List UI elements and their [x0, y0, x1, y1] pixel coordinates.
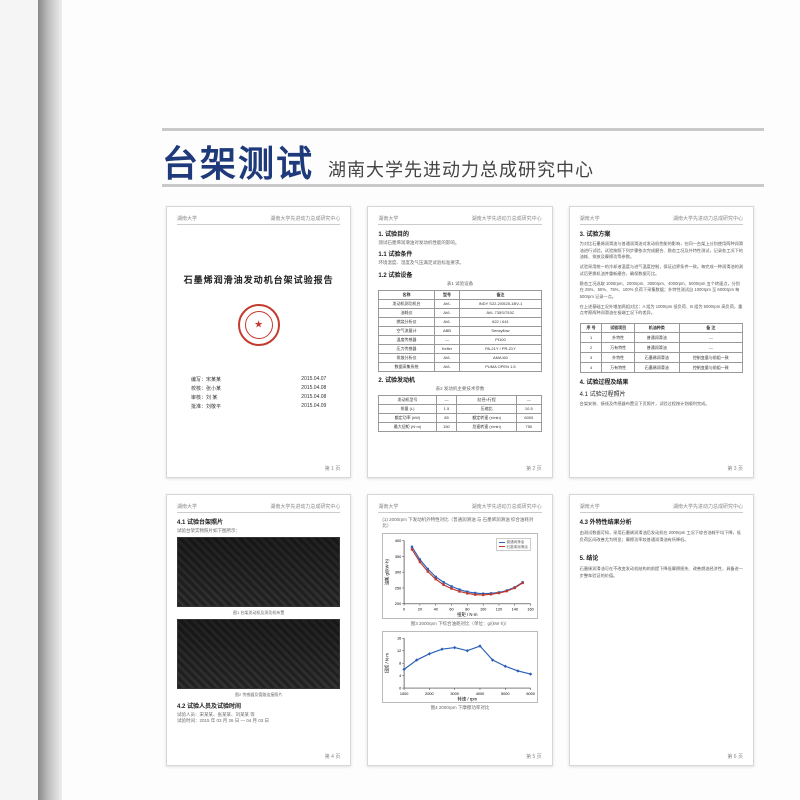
svg-text:100: 100: [480, 607, 486, 611]
binding-spine: [38, 0, 62, 800]
seal-stamp-icon: ★: [238, 304, 280, 346]
friction-power-chart: 0 4 8 12 16 1000 2000 3000 4000 5000 6000 转速 / rpm 扭…: [382, 631, 537, 703]
section-heading: 3. 试验方案: [580, 229, 743, 238]
report-page-5: 湖南大学湖南大学先进动力总成研究中心 (1) 2000rpm 下发动机外特性对比…: [367, 494, 552, 766]
svg-text:0: 0: [403, 607, 405, 611]
svg-text:1000: 1000: [400, 692, 409, 696]
section-heading: 4.3 外特性结果分析: [580, 517, 743, 526]
svg-text:扭矩 / N·m: 扭矩 / N·m: [384, 653, 391, 674]
fuel-consumption-chart: 普通润滑油 石墨烯润滑油 200 250 300 350 400 0 20 40 60 80 100…: [382, 533, 537, 619]
page-number: 第 2 页: [526, 465, 542, 472]
paragraph: 测试石墨烯润滑油对发动机性能的影响。: [378, 240, 541, 246]
section-heading: 2. 试验发动机: [378, 375, 541, 384]
paragraph: 试验时间：2015 年 03 月 26 日 — 04 月 03 日: [177, 718, 340, 724]
svg-text:油耗 g/(kW·h): 油耗 g/(kW·h): [384, 558, 391, 585]
table-caption: 表1 试验设备: [378, 281, 541, 287]
svg-text:2000: 2000: [425, 692, 434, 696]
page-number: 第 4 页: [325, 753, 341, 760]
page-number: 第 6 页: [727, 753, 743, 760]
thumb-header-right: 湖南大学先进动力总成研究中心: [270, 215, 340, 222]
header-rule: [162, 128, 764, 131]
svg-text:扭矩 / N·m: 扭矩 / N·m: [458, 611, 479, 618]
table-caption: 表2 发动机主要技术参数: [378, 386, 541, 392]
paragraph: 在上述基础工况外增加两组对比：A 组为 1000rpm 低负荷、B 组为 500…: [580, 304, 743, 317]
svg-text:60: 60: [450, 607, 454, 611]
svg-text:20: 20: [418, 607, 422, 611]
header-rule-bottom: [162, 184, 764, 187]
paragraph: 石墨烯润滑油可在不改变发动机结构的前提下降低摩擦损失、改善燃油经济性，具备进一步…: [580, 565, 743, 579]
section-heading: 4. 试验过程及结果: [580, 377, 743, 386]
header: 台架测试 湖南大学先进动力总成研究中心: [162, 135, 760, 187]
svg-text:4000: 4000: [476, 692, 485, 696]
svg-text:12: 12: [397, 649, 401, 653]
svg-text:80: 80: [466, 607, 470, 611]
svg-text:6000: 6000: [527, 692, 536, 696]
thumbnail-grid: 湖南大学 湖南大学先进动力总成研究中心 石墨烯润滑油发动机台架试验报告 ★ 编写：…: [166, 206, 754, 766]
chart-legend: 普通润滑油 石墨烯润滑油: [496, 538, 531, 551]
page-number: 第 3 页: [727, 465, 743, 472]
section-heading: 4.1 试验台架照片: [177, 517, 340, 526]
report-page-4: 湖南大学湖南大学先进动力总成研究中心 4.1 试验台架照片 试验台架实物照片如下…: [166, 494, 351, 766]
svg-text:400: 400: [395, 539, 401, 543]
svg-text:40: 40: [434, 607, 438, 611]
page-number: 第 1 页: [325, 465, 341, 472]
author-block: 编写：宋某某2015.04.07 校核：张小某2015.04.08 审核：刘 某…: [177, 376, 340, 410]
report-title: 石墨烯润滑油发动机台架试验报告: [177, 273, 340, 286]
section-heading: 4.2 试验人员及试验时间: [177, 701, 340, 710]
rig-photo-2: [177, 619, 340, 689]
report-page-2: 湖南大学湖南大学先进动力总成研究中心 1. 试验目的 测试石墨烯润滑油对发动机性…: [367, 206, 552, 478]
section-heading: 4.1 试验过程照片: [580, 389, 743, 398]
svg-text:4: 4: [399, 674, 402, 678]
equipment-table: 名称型号备注发动机测功机台AVLINDY S22-2/0525-1BV-1油耗仪…: [378, 290, 541, 372]
svg-text:16: 16: [397, 637, 401, 641]
page-surface: 台架测试 湖南大学先进动力总成研究中心 湖南大学 湖南大学先进动力总成研究中心 石…: [62, 0, 800, 800]
figure-caption: 图3 2000rpm 下综合油耗对比（单位：g/(kW·h)）: [378, 621, 541, 627]
page-title: 台架测试: [162, 135, 314, 187]
svg-text:5000: 5000: [501, 692, 510, 696]
report-page-1: 湖南大学 湖南大学先进动力总成研究中心 石墨烯润滑油发动机台架试验报告 ★ 编写：…: [166, 206, 351, 478]
figure-caption: 图1 台架发动机及测功机布置: [177, 610, 340, 616]
svg-text:300: 300: [395, 571, 401, 575]
section-heading: 5. 结论: [580, 553, 743, 562]
paragraph: 试验台架实物照片如下图所示：: [177, 528, 340, 534]
svg-text:140: 140: [512, 607, 518, 611]
paragraph: 由测试数据可知，采用石墨烯润滑油后发动机在 2000rpm 工况下综合油耗平均下…: [580, 529, 743, 543]
paragraph: 试验采用统一的冷却液温度与进气温度控制，保证边界条件一致。每完成一种润滑油的测试…: [580, 264, 743, 277]
svg-text:转速 / rpm: 转速 / rpm: [458, 696, 478, 702]
figure-caption: 图2 传感器及管路连接照片: [177, 692, 340, 698]
page-subtitle: 湖南大学先进动力总成研究中心: [328, 156, 594, 182]
paragraph: 为对比石墨烯润滑油与普通润滑油对发动机性能的影响，在同一台架上分别使用两种润滑油…: [580, 241, 743, 261]
thumb-header-left: 湖南大学: [177, 215, 197, 222]
svg-text:250: 250: [395, 586, 401, 590]
svg-text:3000: 3000: [451, 692, 460, 696]
plan-table: 序 号试验项目机油种类备 注1外特性普通润滑油—2万有特性普通润滑油—3外特性石…: [580, 323, 743, 373]
figure-caption: 图4 2000rpm 下摩擦功率对比: [378, 705, 541, 711]
report-page-6: 湖南大学湖南大学先进动力总成研究中心 4.3 外特性结果分析 由测试数据可知，采…: [569, 494, 754, 766]
paragraph: 环境温度、湿度及气压满足试验标准要求。: [378, 260, 541, 266]
chart-svg: 0 4 8 12 16 1000 2000 3000 4000 5000 6000 转速 / rpm 扭…: [383, 632, 536, 702]
section-heading: 1.2 试验设备: [378, 270, 541, 279]
svg-text:120: 120: [496, 607, 502, 611]
svg-text:8: 8: [399, 662, 401, 666]
paragraph: 台架安装、接线及传感器布置见下页照片，试验过程按计划顺利完成。: [580, 401, 743, 408]
engine-spec-table: 发动机型号—缸径×行程—排量 (L)1.5压缩比10.5额定功率 (kW)85额…: [378, 395, 541, 432]
section-heading: 1.1 试验条件: [378, 249, 541, 258]
svg-text:160: 160: [528, 607, 534, 611]
paragraph: (1) 2000rpm 下发动机外特性对比（普通润滑油 与 石墨烯润滑油 综合油…: [382, 517, 537, 529]
rig-photo-1: [177, 537, 340, 607]
page-number: 第 5 页: [526, 753, 542, 760]
svg-text:200: 200: [395, 602, 401, 606]
svg-text:0: 0: [399, 687, 401, 691]
report-page-3: 湖南大学湖南大学先进动力总成研究中心 3. 试验方案 为对比石墨烯润滑油与普通润…: [569, 206, 754, 478]
section-heading: 1. 试验目的: [378, 229, 541, 238]
paragraph: 稳态工况选取 1000rpm、2000rpm、3000rpm、4000rpm、5…: [580, 281, 743, 301]
svg-text:350: 350: [395, 555, 401, 559]
